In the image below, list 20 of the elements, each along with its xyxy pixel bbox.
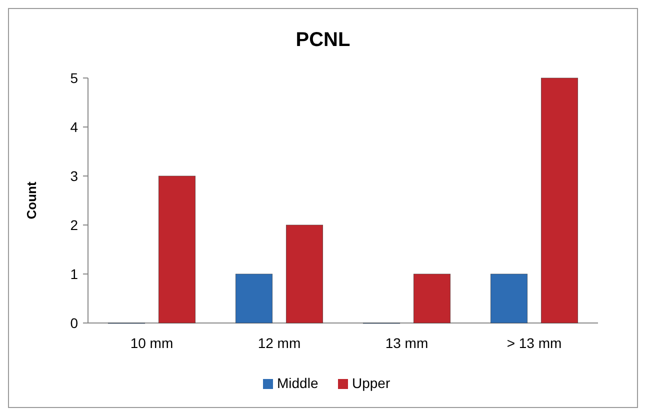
legend-label: Middle (277, 375, 318, 391)
x-tick-label: > 13 mm (506, 335, 562, 351)
bar (540, 78, 578, 324)
y-tick-label: 0 (70, 314, 78, 331)
legend-label: Upper (352, 375, 390, 391)
bar (235, 274, 273, 324)
bar (286, 224, 324, 324)
y-tick-label: 4 (70, 118, 78, 135)
x-tick-label: 12 mm (258, 335, 301, 351)
y-tick-label: 2 (70, 216, 78, 233)
y-axis-title: Count (24, 181, 39, 220)
bar (413, 274, 451, 324)
bar (158, 176, 196, 324)
x-tick-label: 13 mm (385, 335, 428, 351)
bar (490, 274, 528, 324)
x-tick-label: 10 mm (130, 335, 174, 351)
y-tick-label: 1 (70, 266, 78, 282)
y-tick-label: 5 (70, 70, 78, 86)
chart-title: PCNL (296, 29, 350, 51)
y-tick-label: 3 (70, 168, 78, 184)
